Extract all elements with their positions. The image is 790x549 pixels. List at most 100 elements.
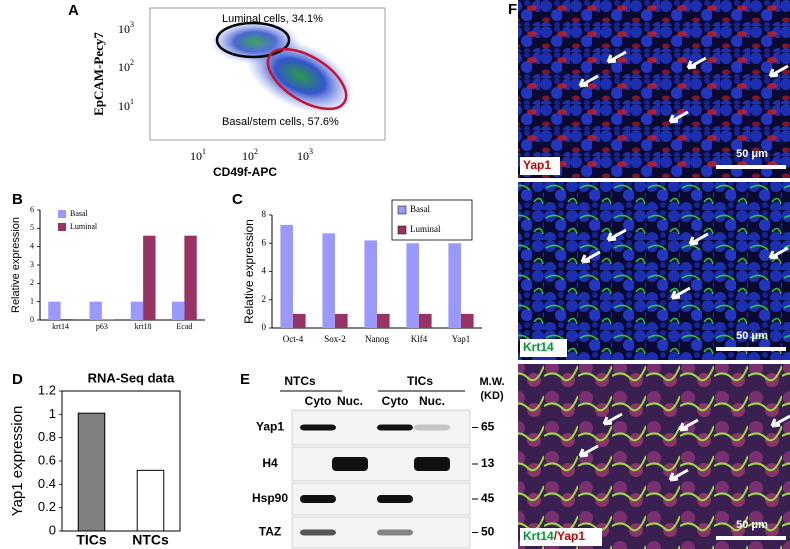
stain-part: Krt14 — [523, 529, 554, 543]
blot-band — [414, 424, 450, 431]
arrow — [602, 412, 623, 426]
arrow — [578, 74, 599, 88]
panel-label: E — [240, 371, 250, 388]
bar — [364, 240, 377, 328]
arrow — [770, 414, 790, 428]
stain-label-bg — [520, 528, 602, 546]
blot-band — [300, 529, 336, 536]
y-tick-label: 2 — [262, 294, 267, 304]
y-tick-label: 4 — [262, 266, 267, 276]
legend-swatch — [58, 223, 66, 231]
y-tick-label: 2 — [30, 278, 34, 287]
bar — [60, 319, 73, 320]
scale-label: 50 μm — [736, 148, 768, 160]
bar — [136, 469, 165, 532]
y-axis-label: Relative expression — [242, 219, 256, 324]
group-label: NTCs — [284, 374, 316, 388]
micrograph — [518, 182, 790, 360]
arrow — [606, 228, 627, 242]
row-label: Hsp90 — [252, 491, 288, 505]
tick-exp: 2 — [254, 147, 258, 156]
chart-title: RNA-Seq data — [88, 370, 175, 385]
panel-label: D — [12, 371, 23, 388]
x-tick-label: 102 — [242, 147, 258, 163]
stain-label: Krt14/Yap1 — [523, 529, 585, 543]
legend-swatch — [58, 210, 66, 218]
panel-label: C — [232, 191, 243, 208]
tick-base: 10 — [118, 99, 130, 113]
blot-band — [377, 529, 413, 536]
x-tick-label: krt18 — [135, 322, 152, 331]
mw-label: 13 — [481, 456, 495, 470]
x-tick-label: 103 — [297, 147, 313, 163]
arrow — [768, 246, 789, 260]
plot-frame — [61, 390, 181, 532]
y-tick-label: 0 — [30, 315, 34, 324]
tick-exp: 3 — [130, 20, 134, 29]
scale-label: 50 μm — [736, 330, 768, 342]
y-tick-label: 102 — [118, 58, 134, 74]
blot-band — [377, 495, 413, 503]
arrow — [606, 50, 627, 64]
y-tick-label: 103 — [118, 20, 134, 36]
panel-label: B — [12, 191, 23, 208]
x-tick-label: TICs — [76, 532, 107, 548]
arrow — [670, 286, 691, 300]
blot-band — [377, 424, 413, 431]
y-tick-label: 1 — [49, 406, 56, 421]
y-tick-label: 0.4 — [38, 476, 56, 491]
bar — [335, 313, 348, 328]
y-tick-label: 8 — [262, 209, 267, 219]
tick-exp: 2 — [130, 58, 134, 67]
x-axis-label: CD49f-APC — [213, 165, 277, 179]
y-tick-label: 1.2 — [38, 382, 56, 397]
arrow — [580, 250, 601, 264]
group-label: TICs — [407, 374, 433, 388]
scale-bar — [716, 536, 786, 540]
row-label: TAZ — [259, 525, 281, 539]
x-tick-label: NTCs — [132, 532, 169, 548]
y-tick-label: 6 — [30, 205, 34, 214]
y-tick-label: 0 — [49, 522, 56, 537]
stain-label-bg — [520, 157, 560, 175]
y-tick-label: 0.2 — [38, 499, 56, 514]
bar — [184, 235, 197, 320]
micrograph — [518, 364, 790, 549]
bar — [130, 301, 144, 320]
x-tick-label: Klf4 — [411, 334, 428, 344]
y-axis-label: Yap1 expression — [9, 406, 26, 517]
stain-label: Yap1 — [523, 158, 551, 172]
stain-part: /Yap1 — [554, 529, 586, 543]
arrow — [678, 418, 699, 432]
fraction-label: Cyto — [382, 394, 409, 408]
scale-bar — [716, 347, 786, 351]
x-tick-label: Sox-2 — [324, 334, 346, 344]
arrow — [686, 56, 707, 70]
y-tick-label: 4 — [30, 241, 34, 250]
basal-gate — [266, 47, 348, 111]
bar — [280, 224, 293, 328]
scale-bar — [716, 165, 786, 169]
bar — [89, 301, 102, 320]
tick-base: 10 — [118, 60, 130, 74]
row-label: Yap1 — [256, 420, 284, 434]
legend-label: Basal — [410, 204, 430, 214]
tick-exp: 1 — [130, 97, 134, 106]
mw-unit: (KD) — [480, 390, 504, 402]
legend-swatch — [397, 225, 407, 235]
western-blot: NTCs TICs Cyto Nuc. Cyto Nuc. M.W. (KD) Yap1 65 H4… — [252, 374, 505, 549]
plot-frame — [149, 7, 386, 141]
stain-part: Krt14 — [523, 340, 554, 354]
y-axis-label: Relative expression — [10, 217, 22, 313]
legend-label: Basal — [70, 209, 89, 218]
scale-label: 50 μm — [736, 519, 768, 531]
bar — [172, 301, 185, 320]
bar — [419, 313, 432, 328]
blot-band — [332, 457, 368, 471]
gate-label: Luminal cells, 34.1% — [222, 13, 323, 25]
tick-base: 10 — [118, 22, 130, 36]
row-label: H4 — [262, 456, 278, 470]
blot-band — [300, 424, 336, 431]
